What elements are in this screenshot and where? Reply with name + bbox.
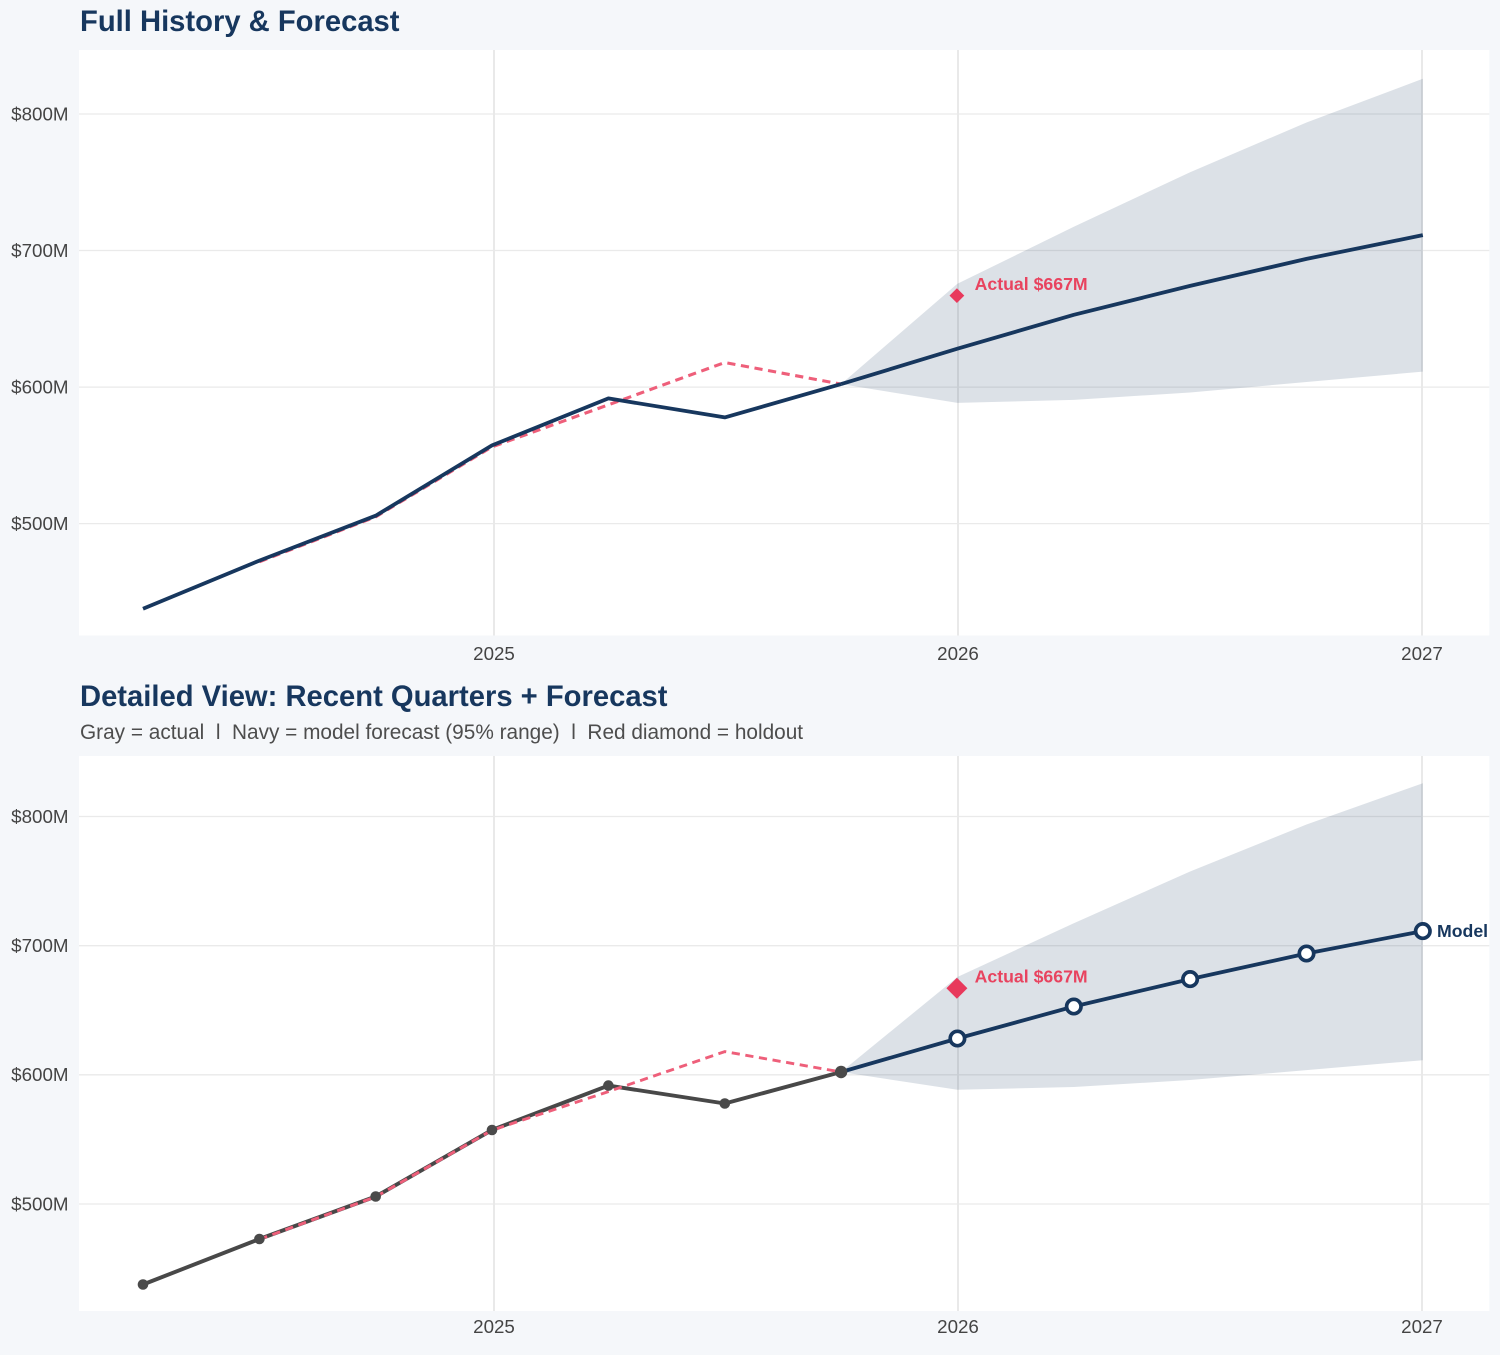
svg-text:$700M: $700M (11, 240, 68, 261)
svg-text:$500M: $500M (11, 1193, 68, 1214)
svg-text:$600M: $600M (11, 1064, 68, 1085)
svg-text:2027: 2027 (1401, 643, 1443, 664)
svg-text:Full History & Forecast: Full History & Forecast (80, 6, 400, 38)
svg-text:2027: 2027 (1401, 1316, 1443, 1337)
svg-text:2026: 2026 (937, 643, 979, 664)
svg-text:Actual $667M: Actual $667M (975, 274, 1088, 294)
svg-text:Detailed View: Recent Quarters: Detailed View: Recent Quarters + Forecas… (80, 681, 668, 713)
svg-text:$800M: $800M (11, 103, 68, 124)
svg-text:$700M: $700M (11, 935, 68, 956)
svg-text:$800M: $800M (11, 806, 68, 827)
svg-text:2025: 2025 (473, 1316, 515, 1337)
svg-text:Gray = actual l Navy = model: Gray = actual l Navy = model forecast (9… (80, 721, 803, 744)
svg-text:$600M: $600M (11, 377, 68, 398)
svg-text:$500M: $500M (11, 513, 68, 534)
svg-text:Actual $667M: Actual $667M (975, 967, 1088, 987)
svg-text:2026: 2026 (937, 1316, 979, 1337)
svg-text:Model: Model (1437, 921, 1488, 941)
svg-text:2025: 2025 (473, 643, 515, 664)
